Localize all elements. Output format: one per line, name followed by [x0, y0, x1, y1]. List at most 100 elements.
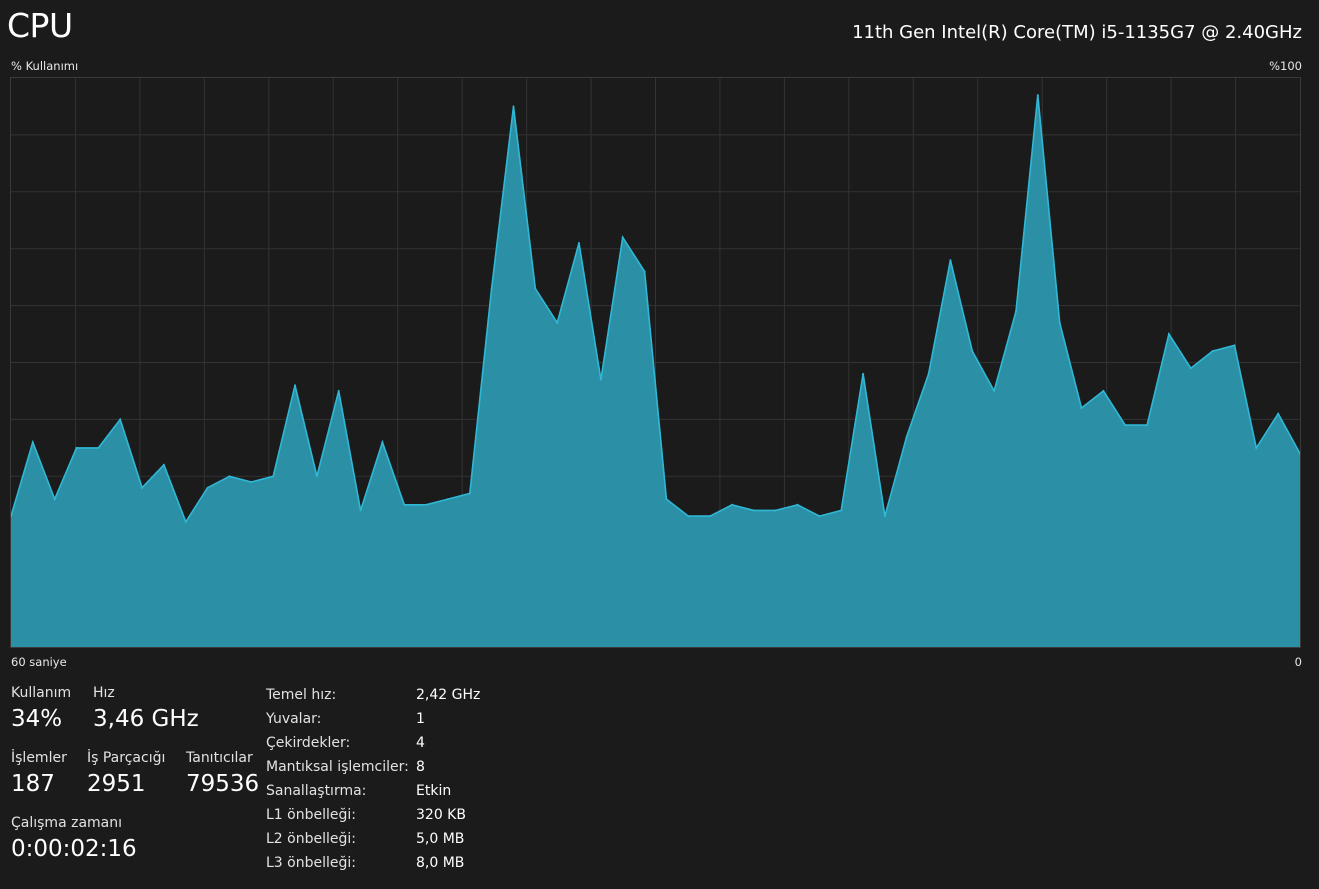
cpu-usage-point	[578, 242, 580, 244]
stat-processes: İşlemler 187	[11, 750, 67, 797]
cpu-usage-point	[31, 441, 34, 444]
cpu-model-name: 11th Gen Intel(R) Core(TM) i5-1135G7 @ 2…	[852, 22, 1302, 43]
cpu-usage-point	[971, 350, 974, 353]
cpu-usage-chart	[11, 78, 1300, 647]
cpu-usage-point	[1299, 452, 1300, 455]
stat-speed: Hız 3,46 GHz	[93, 685, 199, 732]
prop-row-l2-cache: L2 önbelleği: 5,0 MB	[266, 827, 480, 851]
cpu-usage-point	[731, 503, 733, 506]
cpu-usage-point	[359, 509, 362, 512]
cpu-usage-point	[1058, 321, 1061, 324]
cpu-usage-point	[1167, 333, 1170, 335]
cpu-usage-point	[206, 486, 209, 489]
cpu-usage-point	[403, 503, 406, 506]
cpu-usage-point	[468, 492, 471, 495]
cpu-usage-point	[250, 481, 253, 483]
cpu-usage-point	[709, 515, 712, 518]
cpu-usage-point	[1277, 412, 1280, 415]
cpu-usage-point	[425, 503, 428, 506]
stat-uptime-value: 0:00:02:16	[11, 836, 137, 862]
cpu-usage-point	[883, 515, 886, 518]
cpu-usage-point	[665, 498, 668, 501]
prop-row-cores: Çekirdekler: 4	[266, 731, 480, 755]
cpu-usage-point	[11, 515, 12, 518]
stat-threads: İş Parçacığı 2951	[87, 750, 165, 797]
stat-usage: Kullanım 34%	[11, 685, 71, 732]
cpu-usage-point	[862, 372, 865, 375]
cpu-usage-point	[1146, 424, 1149, 427]
prop-value: 5,0 MB	[416, 831, 465, 847]
prop-key: Sanallaştırma:	[266, 783, 367, 799]
cpu-usage-point	[184, 520, 187, 523]
cpu-usage-point	[294, 384, 296, 387]
cpu-usage-point	[1015, 310, 1017, 313]
cpu-usage-point	[512, 105, 515, 108]
cpu-usage-point	[1124, 424, 1127, 427]
cpu-usage-point	[534, 287, 537, 290]
stat-threads-value: 2951	[87, 771, 146, 797]
graph-x-end-label: 0	[1294, 655, 1302, 669]
stat-processes-value: 187	[11, 771, 55, 797]
cpu-usage-point	[162, 463, 165, 466]
cpu-usage-point	[1233, 344, 1236, 347]
prop-value: 8,0 MB	[416, 855, 465, 871]
cpu-usage-point	[337, 389, 340, 392]
stat-uptime-label: Çalışma zamanı	[11, 815, 123, 831]
prop-row-l3-cache: L3 önbelleği: 8,0 MB	[266, 851, 480, 875]
cpu-usage-point	[949, 259, 952, 262]
stat-handles-label: Tanıtıcılar	[186, 750, 253, 766]
stat-usage-value: 34%	[11, 706, 63, 732]
prop-value: 8	[416, 759, 425, 775]
cpu-usage-point	[141, 486, 144, 489]
cpu-usage-point	[599, 378, 602, 381]
cpu-usage-point	[818, 515, 821, 518]
cpu-usage-point	[927, 372, 930, 375]
prop-value: 2,42 GHz	[416, 687, 481, 703]
cpu-usage-point	[490, 287, 493, 290]
cpu-usage-point	[1211, 350, 1214, 353]
graph-x-start-label: 60 saniye	[11, 655, 67, 669]
prop-row-base-speed: Temel hız: 2,42 GHz	[266, 683, 480, 707]
cpu-usage-point	[643, 270, 646, 273]
stat-uptime: Çalışma zamanı 0:00:02:16	[11, 815, 137, 862]
cpu-usage-point	[1036, 94, 1039, 97]
prop-key: L3 önbelleği:	[266, 855, 356, 871]
cpu-usage-point	[621, 236, 624, 239]
stat-handles: Tanıtıcılar 79536	[186, 750, 259, 797]
prop-value: 1	[416, 711, 425, 727]
prop-key: Temel hız:	[266, 687, 337, 703]
cpu-usage-point	[1189, 367, 1192, 370]
stat-processes-label: İşlemler	[11, 750, 67, 766]
prop-key: Mantıksal işlemciler:	[266, 759, 409, 775]
prop-row-logical-processors: Mantıksal işlemciler: 8	[266, 755, 480, 779]
prop-key: L1 önbelleği:	[266, 807, 356, 823]
cpu-usage-point	[272, 475, 275, 478]
cpu-usage-point	[1080, 407, 1083, 409]
prop-key: L2 önbelleği:	[266, 831, 356, 847]
cpu-usage-area	[11, 95, 1300, 647]
cpu-usage-point	[774, 509, 777, 512]
cpu-usage-line	[11, 95, 1300, 524]
cpu-usage-point	[556, 321, 559, 324]
stat-speed-value: 3,46 GHz	[93, 706, 199, 732]
cpu-usage-point	[97, 446, 100, 449]
prop-key: Yuvalar:	[266, 711, 322, 727]
cpu-usage-point	[119, 418, 122, 421]
page-title: CPU	[7, 6, 73, 45]
prop-value: Etkin	[416, 783, 452, 799]
cpu-usage-point	[752, 509, 755, 512]
cpu-usage-point	[381, 441, 384, 444]
prop-value: 4	[416, 735, 425, 751]
cpu-usage-point	[315, 475, 318, 478]
stat-usage-label: Kullanım	[11, 685, 72, 701]
cpu-usage-point	[1102, 389, 1105, 392]
cpu-usage-point	[75, 446, 78, 449]
cpu-usage-point	[228, 475, 231, 478]
cpu-usage-point	[687, 515, 690, 518]
stat-speed-label: Hız	[93, 685, 115, 701]
cpu-usage-graph[interactable]	[10, 77, 1301, 648]
cpu-properties-table: Temel hız: 2,42 GHz Yuvalar: 1 Çekirdekl…	[266, 683, 480, 875]
graph-y-max-label: %100	[1269, 59, 1302, 73]
stat-threads-label: İş Parçacığı	[87, 750, 166, 766]
